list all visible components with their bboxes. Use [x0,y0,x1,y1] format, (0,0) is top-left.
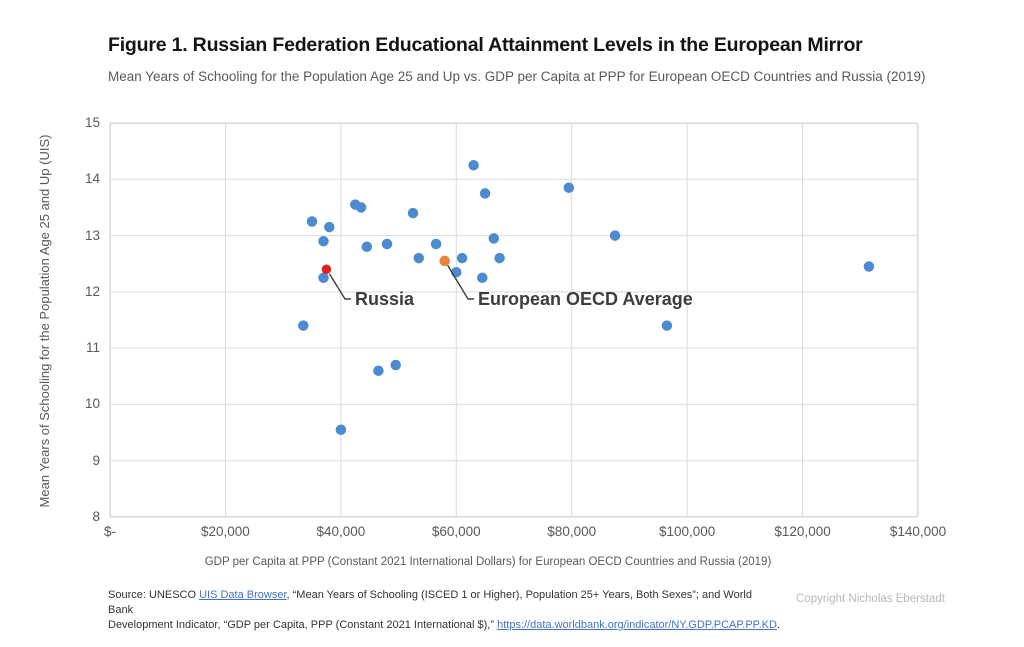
y-tick-label: 10 [84,396,100,412]
data-point-european-oecd-countries [477,272,488,284]
data-point-russia [321,264,332,275]
uis-data-browser-link[interactable]: UIS Data Browser [199,589,287,601]
annotation-label: European OECD Average [478,289,693,309]
y-tick-label: 11 [85,340,100,356]
data-point-european-oecd-countries [318,235,329,247]
worldbank-indicator-link[interactable]: https://data.worldbank.org/indicator/NY.… [497,619,777,631]
y-tick-label: 15 [84,115,100,130]
x-tick-label: $100,000 [658,524,716,539]
data-point-european-oecd-countries [468,159,479,171]
scatter-plot-area: Russia European OECD Average [109,122,919,518]
annotation-leader-line [328,273,351,300]
copyright-note: Copyright Nicholas Eberstadt [796,593,945,605]
data-point-european-oecd-countries [494,252,505,264]
data-point-european-oecd-average [439,255,450,267]
data-point-european-oecd-countries [318,272,329,284]
x-tick-label: $- [103,524,116,539]
data-point-european-oecd-countries [306,216,318,227]
plot-border [110,123,918,517]
data-point-european-oecd-countries [456,252,468,264]
data-point-european-oecd-countries [390,359,401,371]
source-text: Source: UNESCO [108,589,200,601]
data-point-european-oecd-countries [361,241,373,253]
data-point-european-oecd-countries [563,182,575,193]
y-tick-label: 9 [92,452,100,468]
source-text: Development Indicator, “GDP per Capita, … [108,619,498,631]
data-point-european-oecd-countries [335,424,347,436]
data-point-european-oecd-countries [413,252,425,264]
figure-title: Figure 1. Russian Federation Educational… [108,34,863,56]
x-tick-label: $40,000 [316,524,366,539]
y-axis-title: Mean Years of Schooling for the Populati… [37,134,52,508]
x-tick-label: $140,000 [889,524,947,539]
x-tick-label: $20,000 [201,524,250,539]
y-tick-label: 14 [84,171,100,187]
source-text: , “Mean Years of Schooling (ISCED 1 or H… [108,589,752,616]
y-tick-label: 12 [84,283,100,299]
data-point-european-oecd-countries [661,320,673,331]
x-tick-label: $80,000 [547,524,597,539]
y-tick-label: 8 [92,509,100,524]
x-axis-title: GDP per Capita at PPP (Constant 2021 Int… [204,556,772,568]
y-tick-label: 13 [84,227,100,243]
data-point-european-oecd-countries [407,207,419,219]
source-line-1: Source: UNESCO UIS Data Browser, “Mean Y… [108,588,780,618]
data-point-european-oecd-countries [324,221,335,233]
data-point-european-oecd-countries [863,261,875,272]
figure-subtitle: Mean Years of Schooling for the Populati… [108,69,926,84]
source-line-2: Development Indicator, “GDP per Capita, … [108,618,780,633]
annotation-leader-line [447,265,474,300]
source-text: . [776,619,781,631]
data-point-european-oecd-countries [381,238,393,250]
data-point-european-oecd-countries [479,188,491,199]
data-point-european-oecd-countries [609,230,621,241]
data-point-european-oecd-countries [298,320,309,331]
x-tick-label: $60,000 [431,524,481,539]
source-note: Source: UNESCO UIS Data Browser, “Mean Y… [108,588,780,633]
data-point-european-oecd-countries [430,238,442,250]
annotation-label: Russia [355,289,415,309]
data-point-european-oecd-countries [355,202,367,213]
x-tick-label: $120,000 [774,524,831,539]
data-point-european-oecd-countries [373,365,384,376]
data-point-european-oecd-countries [488,233,500,244]
